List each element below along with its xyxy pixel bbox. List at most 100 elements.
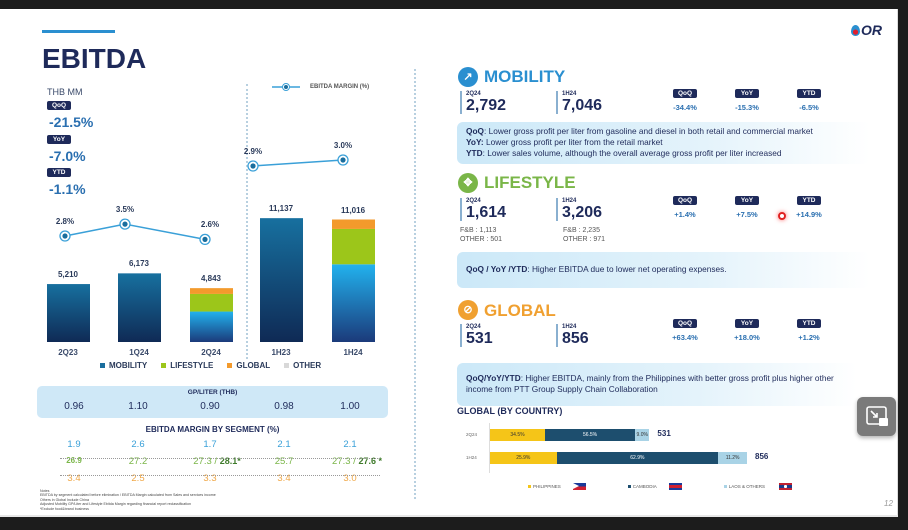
- bar-mobility-1H23: [260, 218, 303, 342]
- category-label: 2Q24: [201, 348, 221, 357]
- lifestyle-icon: ✥: [458, 173, 478, 193]
- gp-liter-value: 0.96: [64, 401, 84, 412]
- by-country-row-label: 2Q24: [466, 432, 478, 437]
- lifestyle-description: QoQ / YoY /YTD: Higher EBITDA due to low…: [457, 252, 870, 288]
- margin-point-dot: [62, 233, 68, 239]
- global-change-value: +18.0%: [734, 333, 760, 342]
- legend-swatch-global: [227, 363, 233, 368]
- mobility-change-value: -34.4%: [673, 103, 697, 112]
- legend-swatch-laos: [723, 485, 727, 488]
- bar-mobility-2Q24: [190, 311, 233, 342]
- segment-margin-lifestyle: 27.3 / 27.6 *: [332, 456, 382, 467]
- section-divider: [414, 69, 416, 499]
- segment-margin-global: 2.5: [131, 473, 145, 484]
- margin-point-dot: [340, 157, 346, 163]
- exit-fullscreen-button[interactable]: [857, 397, 896, 436]
- margin-point-dot: [202, 236, 208, 242]
- gp-liter-value: 1.00: [340, 401, 360, 412]
- slide: EBITDA OR THB MM QoQ -21.5% YoY -7.0% YT…: [0, 9, 898, 517]
- mobility-1h24: 1H24 7,046: [556, 91, 602, 114]
- mobility-change-badge: YTD: [797, 89, 821, 98]
- segment-margin-lifestyle: 25.7: [274, 456, 294, 467]
- bar-mobility-1Q24: [118, 273, 161, 342]
- by-country-row-label: 1H24: [466, 455, 477, 460]
- bar-lifestyle-2Q24: [190, 293, 233, 312]
- laos-flag-icon: [779, 483, 793, 490]
- mobility-change-badge: YoY: [735, 89, 759, 98]
- lifestyle-title: LIFESTYLE: [484, 173, 576, 192]
- lifestyle-2q24-breakdown: F&B : 1,113 OTHER : 501: [460, 227, 503, 243]
- segment-margin-global: 3.3: [203, 473, 217, 484]
- segment-margin-lifestyle: 27.2: [128, 456, 148, 467]
- by-country-segment: 34.5%: [490, 429, 545, 441]
- margin-line: [64, 223, 126, 237]
- by-country-total: 531: [657, 429, 671, 438]
- category-label: 1H24: [343, 348, 363, 357]
- margin-label: 2.8%: [55, 217, 75, 226]
- by-country-segment: 56.5%: [545, 429, 636, 441]
- segment-margin-global: 3.4: [277, 473, 291, 484]
- gp-liter-value: 0.90: [200, 401, 220, 412]
- lifestyle-change-badge: YTD: [797, 196, 821, 205]
- gp-liter-box: GP/LITER (THB) 0.96 1.10 0.90 0.98 1.00: [37, 386, 388, 418]
- by-country-total: 856: [755, 452, 769, 461]
- bar-value-label: 4,843: [200, 274, 222, 284]
- unit-label: THB MM: [47, 87, 83, 97]
- bar-global-2Q24: [190, 288, 233, 294]
- drop-icon: [851, 24, 860, 36]
- page-number: 12: [884, 499, 893, 508]
- global-icon: ⊘: [458, 300, 478, 320]
- segment-margin-mobility: 2.6: [131, 439, 145, 450]
- margin-point-dot: [250, 163, 256, 169]
- segment-margin-title: EBITDA MARGIN BY SEGMENT (%): [145, 425, 280, 434]
- segment-margin-mobility: 2.1: [277, 439, 291, 450]
- gp-liter-title: GP/LITER (THB): [187, 389, 238, 396]
- segment-margin-mobility: 1.7: [203, 439, 217, 450]
- segment-margin-lifestyle-adjusted: 28.1*: [219, 456, 241, 466]
- by-country-legend: PHILIPPINES CAMBODIA LAOS & OTHERS: [528, 483, 793, 490]
- gp-liter-value: 1.10: [128, 401, 148, 412]
- mobility-change-value: -6.5%: [799, 103, 819, 112]
- segment-margin-global: 3.4: [67, 473, 81, 484]
- global-description: QoQ/YoY/YTD: Higher EBITDA, mainly from …: [457, 363, 857, 406]
- segment-margin-lifestyle: 26.9: [66, 456, 82, 465]
- by-country-axis: [489, 423, 490, 473]
- divider: [60, 458, 380, 459]
- lifestyle-change-value: +1.4%: [674, 210, 696, 219]
- mobility-2q24: 2Q24 2,792: [460, 91, 506, 114]
- legend-swatch-cambodia: [627, 485, 631, 488]
- ytd-value: -1.1%: [49, 181, 86, 197]
- global-change-badge: QoQ: [673, 319, 697, 328]
- global-1h24: 1H24 856: [556, 324, 589, 347]
- mobility-change-value: -15.3%: [735, 103, 759, 112]
- lifestyle-2q24: 2Q24 1,614: [460, 198, 506, 221]
- lifestyle-change-badge: YoY: [735, 196, 759, 205]
- mobility-change-badge: QoQ: [673, 89, 697, 98]
- segment-margin-mobility: 2.1: [343, 439, 357, 450]
- chart-divider: [246, 84, 248, 359]
- global-change-value: +63.4%: [672, 333, 698, 342]
- yoy-value: -7.0%: [49, 148, 86, 164]
- bar-mobility-2Q23: [47, 284, 90, 342]
- by-country-segment: 62.9%: [556, 452, 719, 464]
- bar-lifestyle-1H24: [332, 228, 375, 265]
- global-change-badge: YoY: [735, 319, 759, 328]
- yoy-badge: YoY: [47, 135, 71, 144]
- bar-global-1H24: [332, 219, 375, 229]
- segment-margin-lifestyle: 27.3 / 28.1*: [193, 456, 241, 467]
- legend-swatch-mobility: [100, 363, 105, 368]
- bar-mobility-1H24: [332, 264, 375, 342]
- cursor-indicator: [778, 212, 786, 220]
- by-country-segment: 9.0%: [635, 429, 650, 441]
- bar-value-label: 5,210: [57, 270, 79, 280]
- legend-swatch-philippines: [528, 485, 531, 488]
- picture-in-picture-icon: [866, 406, 888, 426]
- footer-line: [0, 515, 898, 517]
- philippines-flag-icon: [572, 483, 586, 490]
- global-title: GLOBAL: [484, 301, 556, 320]
- ebitda-chart: [47, 154, 375, 342]
- category-label: 2Q23: [58, 348, 78, 357]
- divider: [60, 475, 380, 476]
- chart-legend: MOBILITY LIFESTYLE GLOBAL OTHER: [100, 361, 321, 370]
- lifestyle-change-badge: QoQ: [673, 196, 697, 205]
